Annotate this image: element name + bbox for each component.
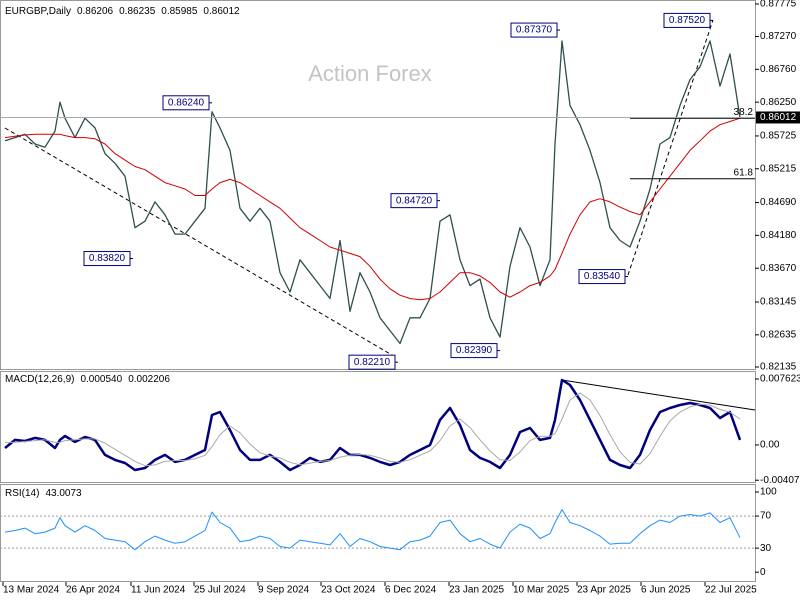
- annotation-box: [162, 95, 210, 111]
- annotation-box: [450, 343, 498, 359]
- annotation-label: 0.87370: [516, 25, 553, 36]
- readout-value: 0.86012: [203, 6, 240, 17]
- panel-title: RSI(14): [5, 488, 39, 499]
- annotation-box: [578, 269, 626, 285]
- fib-label: 38.2: [734, 107, 754, 118]
- x-tick-label: 6 Jun 2025: [641, 585, 691, 596]
- y-tick-label: 30: [760, 543, 772, 554]
- y-tick-label: 0.85725: [760, 131, 797, 142]
- trend-line: [561, 379, 756, 411]
- y-tick-label: 0.87775: [760, 0, 797, 10]
- x-tick-label: 13 Mar 2024: [3, 585, 60, 596]
- x-tick-label: 6 Dec 2024: [385, 585, 437, 596]
- y-tick-label: 0.86250: [760, 97, 797, 108]
- readout-value: 0.002206: [128, 374, 170, 385]
- price-box: [756, 111, 800, 124]
- readout-value: 0.86206: [77, 6, 114, 17]
- series-line: [4, 40, 741, 345]
- annotation-label: 0.82210: [354, 357, 391, 368]
- fib-label: 61.8: [734, 167, 754, 178]
- annotation-box: [83, 251, 131, 267]
- y-tick-label: 70: [760, 511, 772, 522]
- trend-line: [627, 19, 714, 276]
- y-tick-label: 0.82135: [760, 362, 797, 373]
- x-tick-label: 11 Jun 2024: [131, 585, 186, 596]
- y-tick-label: 0.83145: [760, 297, 797, 308]
- series-line: [4, 378, 742, 472]
- x-tick-label: 23 Jan 2025: [449, 585, 504, 596]
- rsi-panel: [0, 484, 756, 582]
- y-tick-label: 0.84180: [760, 230, 797, 241]
- annotation-label: 0.83540: [584, 271, 621, 282]
- annotation-label: 0.83820: [89, 253, 126, 264]
- series-line: [5, 392, 741, 467]
- panel-title: EURGBP,Daily: [5, 6, 71, 17]
- readout-value: 0.85985: [161, 6, 198, 17]
- x-tick-label: 25 Jul 2024: [194, 585, 246, 596]
- x-tick-label: 26 Apr 2024: [66, 585, 120, 596]
- x-tick-label: 9 Sep 2024: [258, 585, 310, 596]
- annotation-label: 0.86240: [168, 97, 205, 108]
- annotation-label: 0.84720: [396, 195, 433, 206]
- x-tick-label: 23 Oct 2024: [321, 585, 376, 596]
- price-label: 0.86012: [760, 112, 797, 123]
- y-tick-label: 0.86760: [760, 64, 797, 75]
- y-tick-label: 0.00: [760, 440, 780, 451]
- y-tick-label: 0.84690: [760, 197, 797, 208]
- y-tick-label: -0.004073: [760, 475, 800, 486]
- annotation-label: 0.87520: [669, 15, 706, 26]
- readout-value: 0.000540: [80, 374, 122, 385]
- panel-title: MACD(12,26,9): [5, 374, 74, 385]
- x-tick-label: 22 Jul 2025: [705, 585, 757, 596]
- y-tick-label: 0.85215: [760, 163, 797, 174]
- trend-line: [4, 127, 398, 359]
- panel-header: EURGBP,Daily 0.86206 0.86235 0.85985 0.86012: [5, 6, 240, 17]
- x-tick-label: 10 Mar 2025: [513, 585, 570, 596]
- annotation-box: [390, 193, 438, 209]
- y-tick-label: 0.007623: [760, 374, 800, 385]
- panel-header: RSI(14) 43.0073: [5, 488, 82, 499]
- y-tick-label: 0.82635: [760, 329, 797, 340]
- annotation-box: [663, 12, 711, 28]
- annotation-label: 0.82390: [456, 345, 493, 356]
- readout-value: 43.0073: [45, 488, 82, 499]
- y-tick-label: 0.87270: [760, 31, 797, 42]
- x-tick-label: 23 Apr 2025: [577, 585, 631, 596]
- series-line: [4, 117, 741, 301]
- watermark: Action Forex: [308, 61, 432, 86]
- y-tick-label: 100: [760, 487, 777, 498]
- series-line: [4, 509, 741, 551]
- y-tick-label: 0.83670: [760, 263, 797, 274]
- panel-header: MACD(12,26,9) 0.000540 0.002206: [5, 374, 170, 385]
- annotation-box: [510, 22, 558, 38]
- y-tick-label: 0: [760, 567, 766, 578]
- macd-panel: [0, 371, 756, 483]
- readout-value: 0.86235: [119, 6, 156, 17]
- annotation-box: [348, 354, 396, 370]
